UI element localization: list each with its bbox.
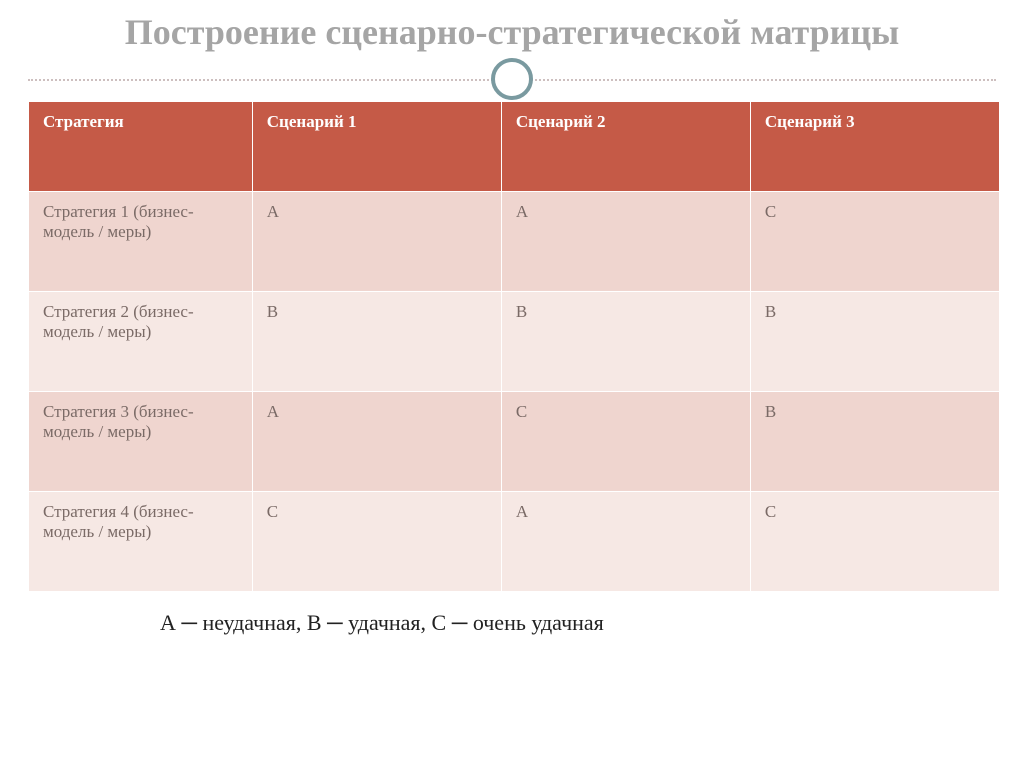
table-cell: А	[252, 192, 501, 292]
table-row: Стратегия 1 (бизнес-модель / меры)ААС	[29, 192, 1000, 292]
table-cell: С	[252, 492, 501, 592]
column-header: Сценарий 2	[501, 102, 750, 192]
column-header: Сценарий 1	[252, 102, 501, 192]
table-cell: А	[252, 392, 501, 492]
column-header: Сценарий 3	[750, 102, 999, 192]
row-label: Стратегия 4 (бизнес-модель / меры)	[29, 492, 253, 592]
table-cell: А	[501, 492, 750, 592]
table-cell: А	[501, 192, 750, 292]
row-label: Стратегия 3 (бизнес-модель / меры)	[29, 392, 253, 492]
table-row: Стратегия 3 (бизнес-модель / меры)АСВ	[29, 392, 1000, 492]
slide: Построение сценарно-стратегической матри…	[0, 0, 1024, 767]
table-cell: В	[750, 392, 999, 492]
table-cell: С	[501, 392, 750, 492]
row-label: Стратегия 1 (бизнес-модель / меры)	[29, 192, 253, 292]
table-row: Стратегия 2 (бизнес-модель / меры)ВВВ	[29, 292, 1000, 392]
table-row: Стратегия 4 (бизнес-модель / меры)САС	[29, 492, 1000, 592]
table-cell: В	[750, 292, 999, 392]
table-cell: С	[750, 192, 999, 292]
legend-text: А ─ неудачная, В ─ удачная, С ─ очень уд…	[160, 610, 1024, 636]
divider-ring-icon	[491, 58, 533, 100]
slide-title: Построение сценарно-стратегической матри…	[0, 0, 1024, 53]
table-header-row: СтратегияСценарий 1Сценарий 2Сценарий 3	[29, 102, 1000, 192]
table-cell: В	[252, 292, 501, 392]
table-head: СтратегияСценарий 1Сценарий 2Сценарий 3	[29, 102, 1000, 192]
strategy-matrix-table: СтратегияСценарий 1Сценарий 2Сценарий 3 …	[28, 101, 1000, 592]
table-cell: С	[750, 492, 999, 592]
title-divider	[0, 57, 1024, 101]
table-body: Стратегия 1 (бизнес-модель / меры)ААССтр…	[29, 192, 1000, 592]
column-header: Стратегия	[29, 102, 253, 192]
row-label: Стратегия 2 (бизнес-модель / меры)	[29, 292, 253, 392]
table-cell: В	[501, 292, 750, 392]
